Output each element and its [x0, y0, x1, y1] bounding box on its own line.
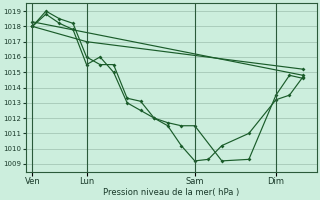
X-axis label: Pression niveau de la mer( hPa ): Pression niveau de la mer( hPa ) — [103, 188, 239, 197]
